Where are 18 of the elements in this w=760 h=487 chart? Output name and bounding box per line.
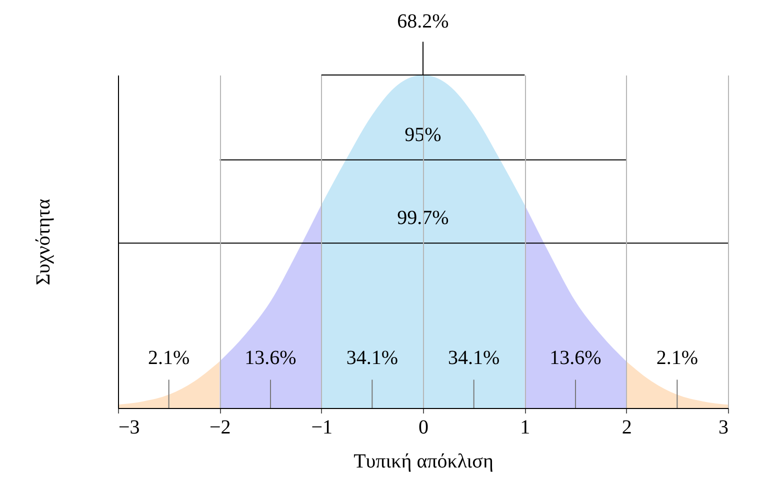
annotation: 34.1% xyxy=(346,347,398,370)
annotation: 2.1% xyxy=(656,347,698,370)
series-label: 99.7% xyxy=(397,207,449,230)
series-label: 95% xyxy=(404,124,442,146)
x-tick-label: 0 xyxy=(418,416,428,438)
text: 68.2% xyxy=(397,10,449,33)
x-tick-label: 2 xyxy=(622,416,632,438)
y-axis-title: Συχνότητα xyxy=(32,198,54,286)
annotation: 13.6% xyxy=(244,347,296,370)
annotation: 13.6% xyxy=(550,347,602,370)
annotation: 2.1% xyxy=(148,347,190,370)
x-tick-label: −3 xyxy=(118,416,140,438)
x-tick-label: −1 xyxy=(311,416,332,438)
x-tick-label: −2 xyxy=(210,416,231,438)
x-axis-title: Τυπική απόκλιση xyxy=(354,450,494,472)
x-tick-label: 1 xyxy=(520,416,530,438)
x-tick-label: 3 xyxy=(718,416,728,438)
annotation: 34.1% xyxy=(448,347,500,370)
